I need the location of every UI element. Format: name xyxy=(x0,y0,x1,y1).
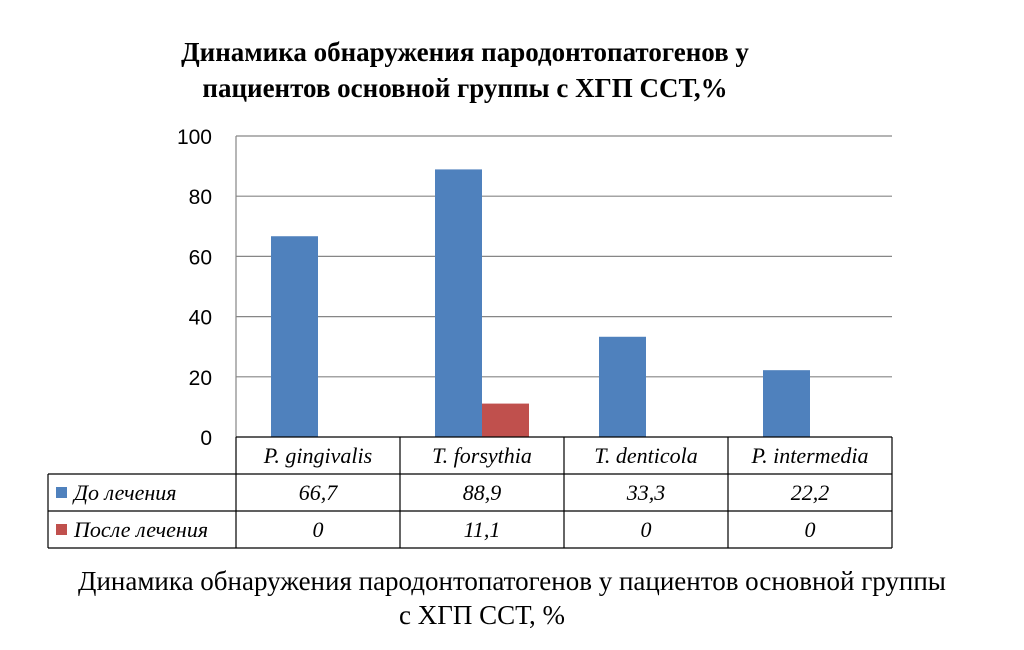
bar-before-2 xyxy=(435,169,482,437)
x-category-label: T. denticola xyxy=(594,443,697,468)
bar-before-1 xyxy=(271,236,318,437)
y-tick-label: 60 xyxy=(189,246,212,269)
data-value-label: 88,9 xyxy=(463,480,502,505)
x-category-label: P. gingivalis xyxy=(263,443,372,468)
bar-after-2 xyxy=(482,403,529,437)
figure-caption: Динамика обнаружения пародонтопатогенов … xyxy=(0,564,1024,632)
chart-title: Динамика обнаружения пародонтопатогенов … xyxy=(100,34,830,106)
x-category-label: T. forsythia xyxy=(432,443,532,468)
y-tick-label: 100 xyxy=(177,126,212,149)
legend-key-before xyxy=(56,487,67,498)
data-value-label: 0 xyxy=(313,517,324,542)
data-value-label: 22,2 xyxy=(791,480,830,505)
y-tick-label: 40 xyxy=(189,307,212,330)
bar-before-3 xyxy=(599,336,646,437)
chart-title-line-2: пациентов основной группы с ХГП ССТ,% xyxy=(202,73,728,103)
legend-label-after: После лечения xyxy=(73,517,208,542)
bar-before-4 xyxy=(763,370,810,437)
legend-key-after xyxy=(56,524,67,535)
legend-label-before: До лечения xyxy=(72,480,177,505)
y-tick-label: 0 xyxy=(200,427,212,450)
data-value-label: 11,1 xyxy=(464,517,501,542)
caption-line-1: Динамика обнаружения пародонтопатогенов … xyxy=(78,566,946,596)
data-value-label: 0 xyxy=(805,517,816,542)
data-value-label: 66,7 xyxy=(299,480,339,505)
caption-line-2: с ХГП ССТ, % xyxy=(399,600,565,630)
chart-title-line-1: Динамика обнаружения пародонтопатогенов … xyxy=(181,37,749,67)
data-value-label: 33,3 xyxy=(626,480,666,505)
x-category-label: P. intermedia xyxy=(751,443,869,468)
y-tick-label: 20 xyxy=(189,367,212,390)
data-value-label: 0 xyxy=(641,517,652,542)
y-tick-label: 80 xyxy=(189,186,212,209)
